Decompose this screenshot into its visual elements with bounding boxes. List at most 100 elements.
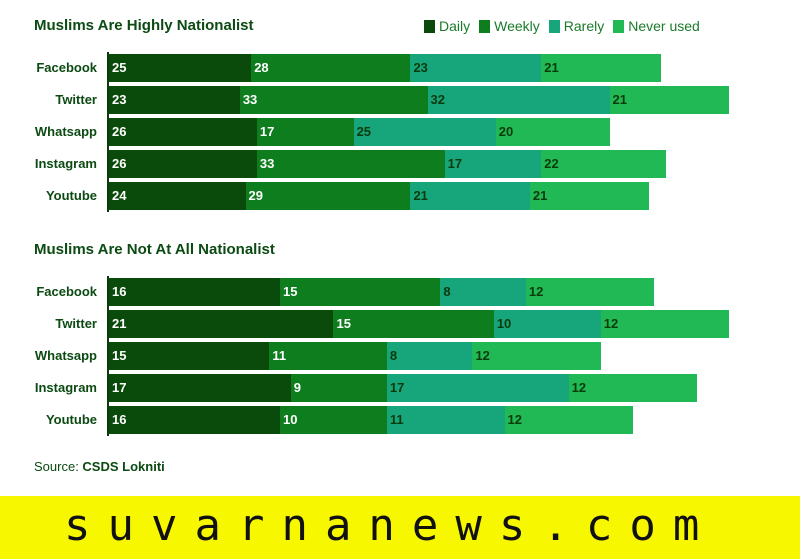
legend-item-rarely: Rarely — [548, 18, 605, 34]
bar-segment-weekly: 15 — [333, 310, 494, 338]
data-label: 12 — [603, 316, 619, 331]
category-label: Twitter — [55, 92, 97, 107]
data-label: 33 — [242, 92, 258, 107]
category-label: Youtube — [45, 412, 97, 427]
legend-swatch — [613, 19, 625, 33]
bar-row-instagram: Instagram 17 9 17 12 — [0, 374, 800, 402]
y-axis-line — [107, 276, 109, 436]
data-label: 12 — [507, 412, 522, 427]
bar-segment-never-used: 12 — [472, 342, 601, 370]
bar-segment-weekly: 10 — [280, 406, 387, 434]
bar-segment-rarely: 25 — [353, 118, 496, 146]
bar-segment-daily: 23 — [109, 86, 240, 114]
category-label: Facebook — [36, 284, 97, 299]
bar-row-facebook: Facebook 25 28 23 21 — [0, 54, 800, 82]
data-label: 21 — [612, 92, 628, 107]
category-label: Whatsapp — [34, 124, 97, 139]
bar-segment-rarely: 8 — [440, 278, 526, 306]
data-label: 12 — [571, 380, 587, 395]
bar-segment-rarely: 17 — [444, 150, 542, 178]
bar-segment-daily: 25 — [109, 54, 252, 82]
y-axis-line — [107, 52, 109, 212]
legend-label: Rarely — [563, 18, 605, 34]
legend-label: Never used — [628, 18, 700, 34]
data-label: 21 — [544, 60, 559, 75]
data-label: 29 — [248, 188, 263, 203]
category-label: Youtube — [45, 188, 97, 203]
data-label: 15 — [112, 348, 127, 363]
data-label: 21 — [413, 188, 428, 203]
data-label: 11 — [272, 348, 287, 363]
data-label: 25 — [356, 124, 372, 139]
bar-segment-weekly: 17 — [256, 118, 354, 146]
watermark-banner: suvarnanews.com — [0, 496, 800, 559]
bar-segment-rarely: 21 — [410, 182, 530, 210]
bar-segment-never-used: 12 — [504, 406, 633, 434]
data-label: 17 — [389, 380, 405, 395]
bar-segment-daily: 17 — [109, 374, 291, 402]
bar-segment-rarely: 11 — [386, 406, 505, 434]
data-label: 17 — [112, 380, 127, 395]
bar-segment-daily: 15 — [109, 342, 270, 370]
bar-segment-rarely: 10 — [493, 310, 601, 338]
data-label: 24 — [112, 188, 127, 203]
bar-segment-weekly: 28 — [251, 54, 411, 82]
bar-row-youtube: Youtube 16 10 11 12 — [0, 406, 800, 434]
data-label: 17 — [259, 124, 275, 139]
bar-segment-rarely: 8 — [386, 342, 473, 370]
data-label: 15 — [336, 316, 351, 331]
legend-label: Daily — [439, 18, 471, 34]
bar-segment-never-used: 12 — [525, 278, 655, 306]
legend-swatch — [548, 19, 560, 33]
bar-row-instagram: Instagram 26 33 17 22 — [0, 150, 800, 178]
data-label: 10 — [283, 412, 298, 427]
bar-segment-never-used: 22 — [541, 150, 667, 178]
data-label: 23 — [413, 60, 428, 75]
legend-item-daily: Daily — [424, 18, 470, 34]
category-label: Twitter — [55, 316, 97, 331]
chart-title-1: Muslims Are Highly Nationalist — [34, 17, 254, 34]
data-label: 10 — [496, 316, 512, 331]
bar-segment-daily: 16 — [109, 406, 281, 434]
bar-segment-never-used: 21 — [529, 182, 650, 210]
bar-segment-weekly: 33 — [256, 150, 445, 178]
data-label: 21 — [532, 188, 548, 203]
source-prefix: Source: — [34, 459, 83, 474]
source-name: CSDS Lokniti — [82, 459, 165, 474]
data-label: 32 — [430, 92, 445, 107]
bar-segment-never-used: 12 — [568, 374, 697, 402]
legend-item-weekly: Weekly — [479, 18, 540, 34]
data-label: 28 — [254, 60, 269, 75]
bar-row-twitter: Twitter 21 15 10 12 — [0, 310, 800, 338]
data-label: 17 — [447, 156, 463, 171]
bar-segment-never-used: 21 — [541, 54, 661, 82]
watermark-text: suvarnanews.com — [64, 500, 717, 551]
data-label: 15 — [283, 284, 298, 299]
data-label: 16 — [112, 412, 127, 427]
source-note: Source: CSDS Lokniti — [34, 459, 165, 474]
bar-row-twitter: Twitter 23 33 32 21 — [0, 86, 800, 114]
data-label: 8 — [443, 284, 451, 299]
legend-swatch — [479, 19, 491, 33]
bar-segment-never-used: 21 — [609, 86, 729, 114]
bar-segment-rarely: 32 — [427, 86, 610, 114]
bar-segment-weekly: 29 — [245, 182, 411, 210]
legend-label: Weekly — [494, 18, 540, 34]
data-label: 12 — [528, 284, 544, 299]
legend-swatch — [424, 19, 435, 33]
bar-segment-weekly: 15 — [280, 278, 441, 306]
bar-segment-daily: 24 — [109, 182, 246, 210]
bar-row-whatsapp: Whatsapp 26 17 25 20 — [0, 118, 800, 146]
bar-segment-daily: 26 — [109, 118, 257, 146]
bar-segment-weekly: 9 — [290, 374, 387, 402]
data-label: 16 — [112, 284, 127, 299]
category-label: Facebook — [36, 60, 97, 75]
bar-segment-weekly: 11 — [269, 342, 387, 370]
data-label: 21 — [112, 316, 127, 331]
legend-item-never-used: Never used — [613, 18, 700, 34]
data-label: 22 — [544, 156, 559, 171]
data-label: 23 — [112, 92, 127, 107]
chart-title-2: Muslims Are Not At All Nationalist — [34, 241, 275, 258]
bar-row-youtube: Youtube 24 29 21 21 — [0, 182, 800, 210]
bar-segment-daily: 16 — [109, 278, 281, 306]
